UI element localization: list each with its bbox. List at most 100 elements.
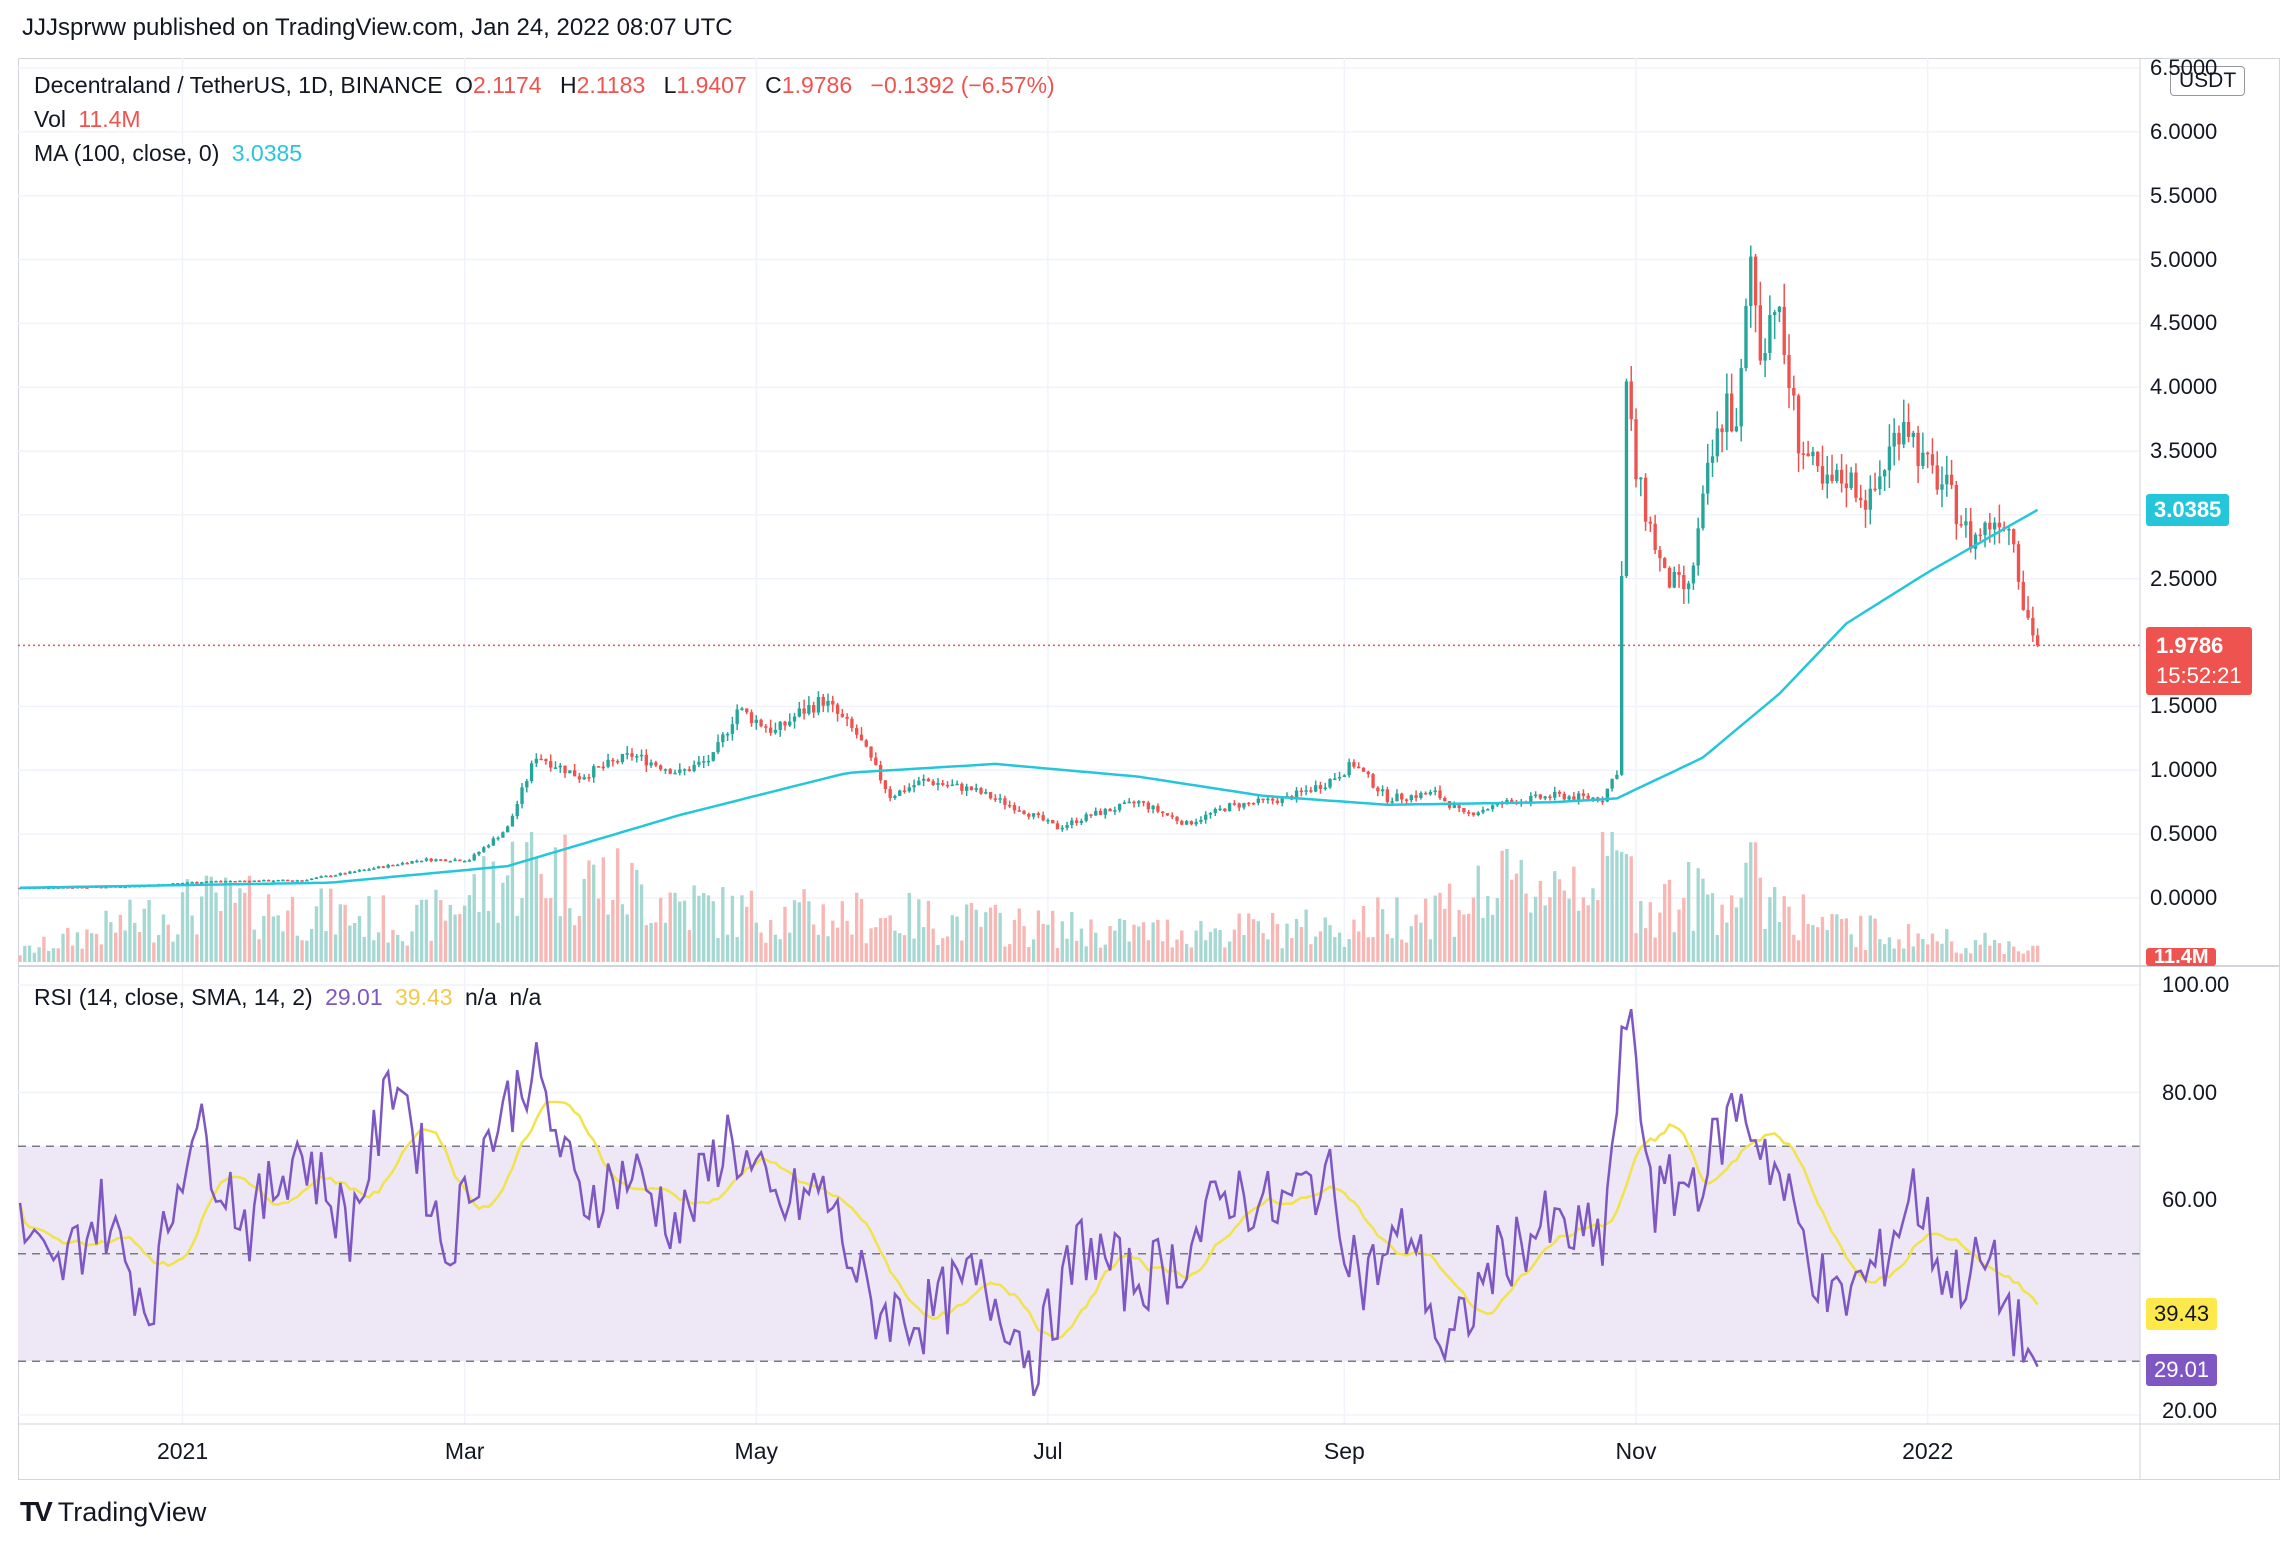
volume-bar bbox=[338, 904, 343, 962]
volume-bar bbox=[1328, 925, 1332, 962]
candle-body bbox=[1639, 477, 1643, 480]
volume-bar bbox=[467, 895, 472, 962]
volume-bar bbox=[200, 896, 204, 962]
candle-body bbox=[419, 860, 424, 863]
candle-body bbox=[563, 765, 567, 774]
volume-bar bbox=[697, 895, 701, 962]
candle-body bbox=[544, 759, 548, 762]
rsi-ma-value: 39.43 bbox=[395, 984, 453, 1010]
volume-bar bbox=[1022, 926, 1026, 962]
volume-bar bbox=[558, 916, 562, 962]
candle-body bbox=[1954, 484, 1959, 525]
volume-bar bbox=[1366, 937, 1370, 962]
volume-bar bbox=[921, 927, 926, 962]
volume-bar bbox=[343, 904, 347, 962]
volume-bar bbox=[429, 940, 433, 962]
price-tick-label: 2.5000 bbox=[2150, 565, 2218, 591]
price-tick-label: 0.5000 bbox=[2150, 821, 2218, 847]
volume-bar bbox=[1127, 941, 1131, 962]
candle-body bbox=[1266, 798, 1270, 801]
volume-bar bbox=[1830, 914, 1834, 962]
rsi-ma-tag: 39.43 bbox=[2146, 1298, 2218, 1330]
candle-body bbox=[1529, 795, 1533, 803]
candle-body bbox=[190, 882, 194, 884]
candle-body bbox=[639, 754, 644, 757]
volume-bar bbox=[1204, 940, 1208, 962]
candle-body bbox=[1481, 809, 1485, 813]
volume-bar bbox=[1027, 947, 1031, 962]
volume-bar bbox=[462, 905, 467, 962]
volume-bar bbox=[195, 934, 199, 962]
candle-body bbox=[228, 881, 233, 883]
candle-body bbox=[1256, 798, 1260, 803]
volume-bar bbox=[1385, 934, 1390, 962]
high-value: 2.1183 bbox=[576, 72, 646, 98]
volume-bar bbox=[501, 882, 505, 962]
currency-badge[interactable]: USDT bbox=[2170, 66, 2246, 96]
volume-bar bbox=[1017, 908, 1021, 962]
candle-body bbox=[1352, 762, 1356, 767]
volume-bar bbox=[974, 909, 978, 962]
volume-bar bbox=[778, 939, 782, 962]
price-tick-label: 5.0000 bbox=[2150, 246, 2218, 272]
candle-body bbox=[993, 798, 998, 800]
candle-body bbox=[1361, 767, 1366, 772]
volume-bar bbox=[855, 892, 859, 962]
rsi-ma-line bbox=[18, 1100, 2039, 1341]
candle-body bbox=[893, 795, 897, 798]
candle-body bbox=[1423, 792, 1428, 795]
candle-body bbox=[874, 757, 878, 765]
candle-body bbox=[1533, 794, 1538, 797]
volume-bar bbox=[1725, 922, 1729, 962]
volume-bar bbox=[907, 892, 911, 962]
candle-body bbox=[1452, 805, 1457, 808]
volume-bar bbox=[1792, 934, 1796, 962]
candle-body bbox=[2031, 617, 2035, 636]
candle-body bbox=[400, 862, 405, 865]
volume-bar bbox=[1199, 920, 1203, 962]
volume-bar bbox=[802, 889, 806, 962]
volume-bar bbox=[1218, 930, 1222, 962]
candle-body bbox=[850, 718, 854, 728]
time-tick-label: 2021 bbox=[156, 1438, 209, 1464]
candle-body bbox=[1830, 474, 1834, 481]
volume-bar bbox=[1964, 948, 1968, 962]
volume-bar bbox=[797, 902, 801, 962]
volume-bar bbox=[1189, 947, 1194, 962]
volume-bar bbox=[85, 929, 89, 962]
candle-body bbox=[768, 727, 773, 733]
candle-body bbox=[831, 700, 835, 705]
candle-body bbox=[443, 859, 448, 862]
candle-body bbox=[1036, 813, 1041, 816]
candle-body bbox=[1916, 432, 1920, 466]
candle-body bbox=[1318, 785, 1323, 789]
volume-bar bbox=[1720, 904, 1724, 962]
candle-body bbox=[247, 880, 252, 883]
candle-body bbox=[1811, 451, 1815, 457]
candle-body bbox=[945, 784, 950, 787]
candle-body bbox=[577, 776, 582, 780]
candle-body bbox=[1663, 558, 1667, 568]
volume-bar bbox=[1663, 883, 1667, 962]
time-tick-label: Jul bbox=[1033, 1438, 1063, 1464]
volume-bar bbox=[1414, 914, 1418, 962]
volume-bar bbox=[1734, 907, 1739, 962]
candle-body bbox=[439, 859, 443, 861]
candle-body bbox=[1376, 787, 1380, 792]
candle-body bbox=[869, 746, 873, 758]
volume-bar bbox=[362, 936, 366, 962]
candle-body bbox=[1925, 452, 1930, 455]
volume-bar bbox=[391, 929, 395, 962]
candle-body bbox=[329, 875, 333, 878]
volume-bar bbox=[864, 943, 868, 962]
candle-body bbox=[376, 866, 381, 869]
volume-bar bbox=[295, 935, 299, 962]
volume-bar bbox=[23, 945, 27, 962]
volume-bar bbox=[611, 899, 615, 962]
candle-body bbox=[783, 721, 787, 726]
candle-body bbox=[888, 789, 892, 798]
candle-body bbox=[859, 734, 864, 741]
volume-bar bbox=[243, 892, 247, 962]
tradingview-logo[interactable]: TV TradingView bbox=[20, 1496, 206, 1528]
